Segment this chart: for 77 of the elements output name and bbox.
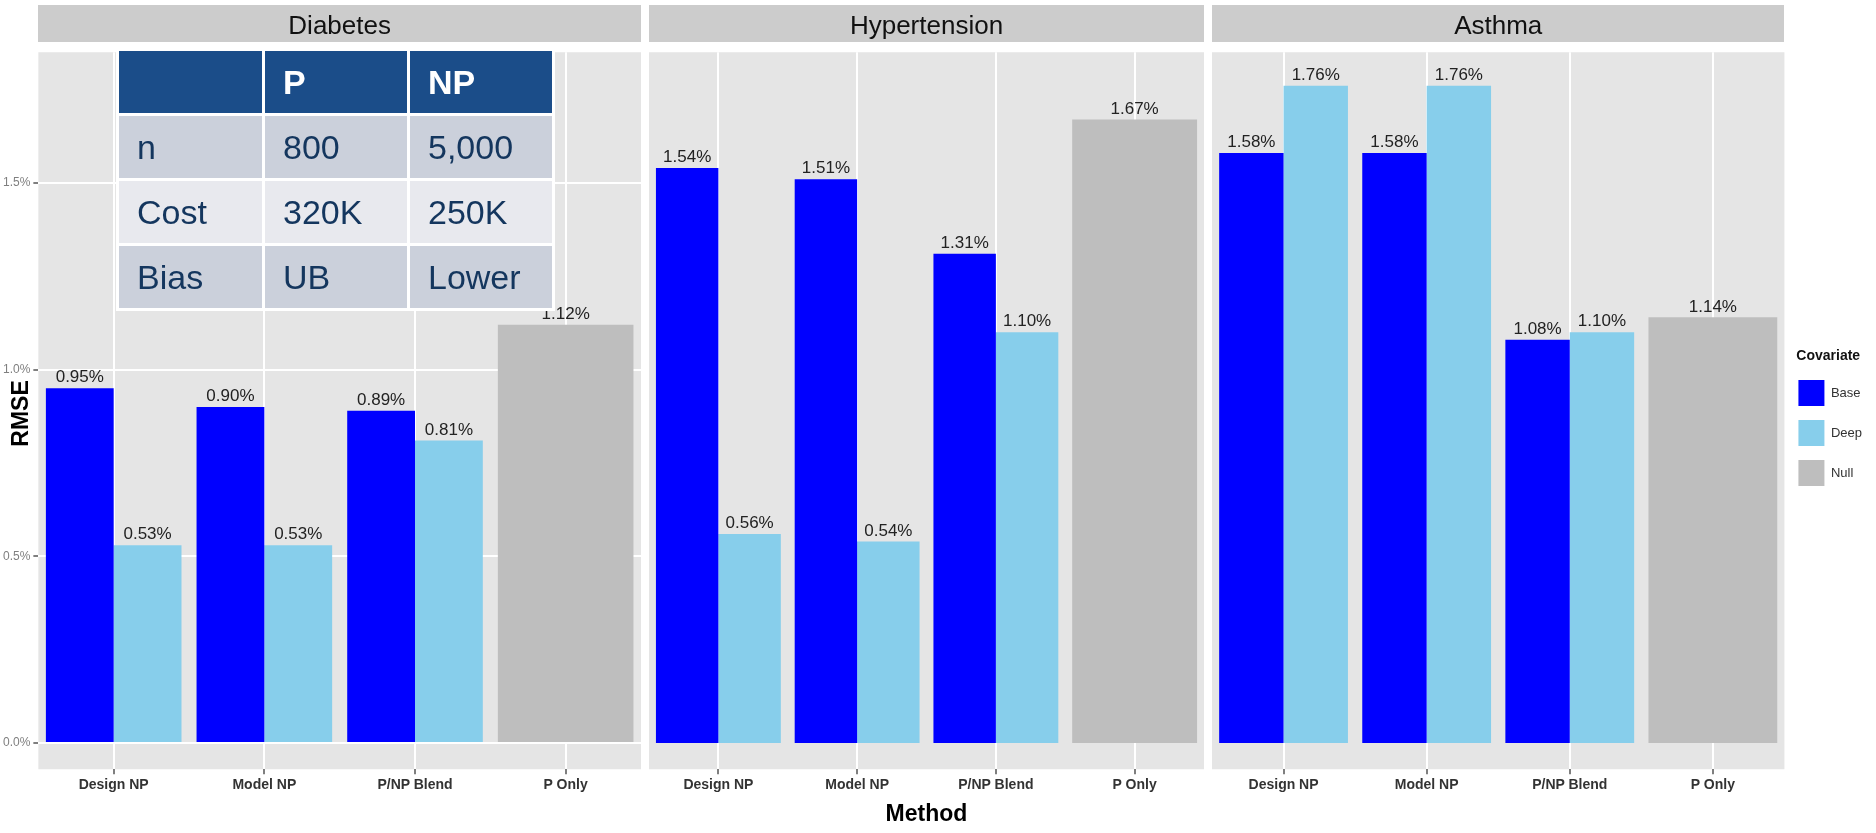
data-label: 0.54%: [864, 520, 913, 540]
category-label: n: [137, 127, 156, 166]
bar: [497, 324, 634, 743]
x-axis-title: Method: [884, 800, 969, 827]
bar: [794, 179, 858, 744]
bar: [995, 332, 1059, 744]
category-label: P: [263, 49, 409, 115]
data-label: 1.76%: [1434, 65, 1483, 84]
bar: [1426, 85, 1492, 744]
text: Lower: [428, 257, 521, 296]
legend-label: Base: [1830, 384, 1861, 400]
bar: [857, 541, 920, 744]
chart-title: Diabetes: [38, 5, 641, 42]
text: 320K: [283, 192, 363, 231]
bar: [45, 388, 114, 743]
bar: [1648, 317, 1778, 744]
x-tick-label: Design NP: [78, 776, 149, 793]
data-label: 1.10%: [1002, 311, 1052, 331]
bar: [1362, 153, 1427, 744]
bar: [1072, 119, 1198, 744]
x-tick-label: P Only: [1690, 776, 1736, 793]
legend-label: Deep: [1830, 424, 1862, 440]
data-label: 1.51%: [801, 158, 851, 178]
data-label: 1.76%: [1291, 65, 1340, 84]
x-tick-label: P Only: [1112, 776, 1157, 793]
x-tick-label: P/NP Blend: [958, 776, 1034, 793]
bar: [264, 545, 333, 743]
bar: [1569, 332, 1635, 744]
bar: [1283, 85, 1348, 744]
x-tick-label: P/NP Blend: [377, 776, 453, 793]
bar: [1505, 339, 1570, 744]
data-label: 0.90%: [206, 386, 255, 406]
y-tick-label: 1.5%: [2, 175, 31, 190]
x-tick-label: Design NP: [683, 776, 754, 793]
category-label: NP: [408, 49, 554, 115]
y-axis-title: RMSE: [6, 380, 33, 447]
data-label: 0.89%: [357, 389, 406, 409]
bar: [415, 440, 483, 743]
bar: [655, 167, 719, 744]
bar: [113, 545, 182, 743]
data-label: 1.58%: [1227, 132, 1276, 152]
category-label: Bias: [137, 257, 204, 296]
data-label: 1.14%: [1688, 296, 1737, 316]
data-label: 0.53%: [123, 524, 172, 544]
text: 800: [283, 127, 340, 166]
data-label: 1.10%: [1577, 311, 1627, 331]
data-label: 1.58%: [1370, 132, 1419, 152]
bar: [718, 533, 781, 744]
bar: [933, 253, 996, 744]
data-label: 1.67%: [1110, 98, 1159, 118]
x-tick-label: Model NP: [1394, 776, 1459, 793]
bar: [347, 410, 416, 743]
data-label: 1.54%: [663, 147, 712, 167]
x-tick-label: P/NP Blend: [1532, 776, 1608, 793]
category-label: Cost: [137, 192, 207, 231]
chart-title: Asthma: [1212, 5, 1785, 42]
text: 250K: [428, 192, 508, 231]
text: UB: [283, 257, 331, 296]
x-tick-label: P Only: [543, 776, 588, 793]
data-label: 0.56%: [725, 513, 774, 533]
text: 5,000: [428, 127, 514, 166]
data-label: 1.31%: [940, 233, 989, 253]
chart-title: Hypertension: [649, 5, 1204, 42]
y-tick-label: 0.0%: [2, 735, 31, 750]
y-tick-label: 0.5%: [2, 548, 31, 563]
x-tick-label: Model NP: [232, 776, 297, 793]
x-tick-label: Model NP: [825, 776, 890, 793]
data-label: 0.95%: [55, 367, 104, 387]
data-label: 0.53%: [274, 524, 323, 544]
data-label: 0.81%: [424, 419, 474, 439]
y-tick-label: 1.0%: [2, 361, 31, 376]
legend-label: Null: [1830, 464, 1854, 480]
x-tick-label: Design NP: [1248, 776, 1319, 793]
bar: [196, 406, 265, 743]
legend-title: Covariate: [1796, 347, 1861, 364]
data-label: 1.08%: [1513, 318, 1562, 338]
bar: [1219, 153, 1284, 744]
